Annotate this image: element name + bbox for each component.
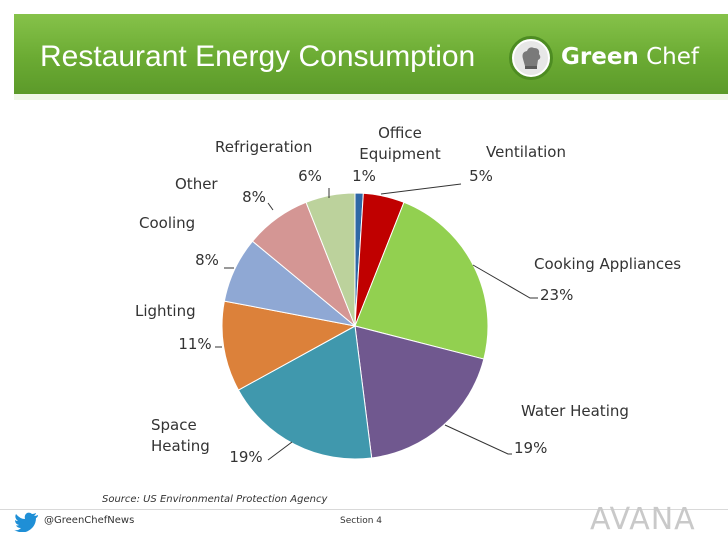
slice-value-office-equipment: 1% bbox=[352, 167, 376, 185]
slice-label-space-heating: Space Heating bbox=[151, 416, 210, 455]
leader-line-cooking-appliances bbox=[472, 264, 538, 299]
slice-label-office-equipment: Office Equipment bbox=[359, 124, 441, 163]
slice-value-ventilation: 5% bbox=[469, 167, 493, 185]
leader-line-other bbox=[267, 202, 274, 211]
source-note: Source: US Environmental Protection Agen… bbox=[102, 494, 328, 505]
pie-slice-water-heating bbox=[354, 325, 485, 459]
slice-label-other: Other bbox=[175, 175, 218, 193]
leader-line-water-heating bbox=[444, 424, 512, 455]
leader-line-office-equipment bbox=[380, 183, 462, 195]
avana-logo: AVANA bbox=[590, 502, 696, 537]
header-bar bbox=[14, 14, 728, 94]
slice-value-cooking-appliances: 23% bbox=[540, 286, 573, 304]
section-number: Section 4 bbox=[340, 516, 383, 526]
slice-value-space-heating: 19% bbox=[229, 448, 262, 466]
slice-label-cooling: Cooling bbox=[139, 214, 195, 232]
slice-label-cooking-appliances: Cooking Appliances bbox=[534, 255, 681, 273]
pie-slice-lighting bbox=[221, 300, 357, 391]
slice-label-refrigeration: Refrigeration bbox=[215, 138, 312, 156]
brand-logo: Green Chef bbox=[561, 44, 699, 70]
leader-line-space-heating bbox=[267, 441, 293, 461]
slice-label-lighting: Lighting bbox=[135, 302, 196, 320]
slice-label-ventilation: Ventilation bbox=[486, 143, 566, 161]
slice-value-cooling: 8% bbox=[195, 251, 219, 269]
slice-value-other: 8% bbox=[242, 188, 266, 206]
pie-slice-refrigeration bbox=[305, 192, 356, 327]
pie-slice-space-heating bbox=[237, 325, 373, 460]
page-title: Restaurant Energy Consumption bbox=[40, 40, 476, 73]
twitter-bird-icon bbox=[14, 512, 38, 532]
slice-label-water-heating: Water Heating bbox=[521, 402, 629, 420]
twitter-handle[interactable]: @GreenChefNews bbox=[44, 515, 135, 526]
header-divider bbox=[14, 94, 728, 100]
footer-divider bbox=[0, 509, 728, 510]
slice-value-lighting: 11% bbox=[178, 335, 211, 353]
logo-green-text: Green bbox=[561, 44, 639, 70]
chef-hat-icon bbox=[509, 36, 553, 80]
logo-chef-text: Chef bbox=[646, 44, 699, 70]
slice-value-water-heating: 19% bbox=[514, 439, 547, 457]
slice-value-refrigeration: 6% bbox=[298, 167, 322, 185]
